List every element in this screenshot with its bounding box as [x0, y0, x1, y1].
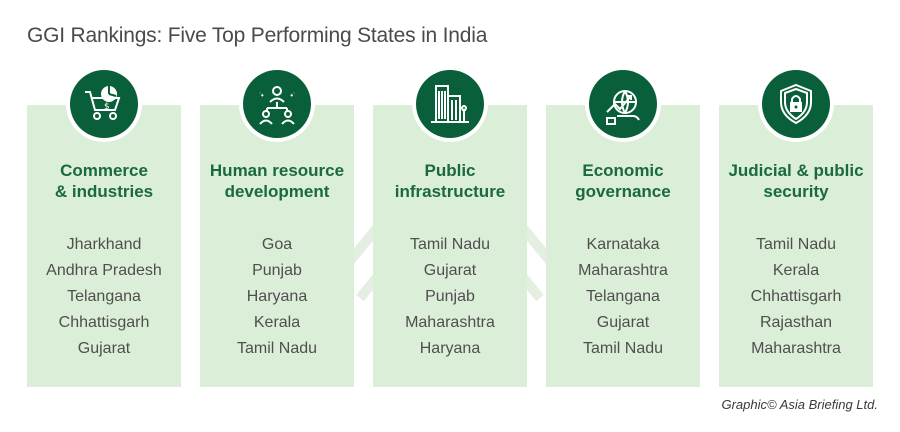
category-title: Commerce & industries — [54, 161, 154, 201]
svg-text:$: $ — [104, 102, 110, 112]
state-list: Tamil Nadu Kerala Chhattisgarh Rajasthan… — [719, 232, 873, 362]
category-title: Public infrastructure — [394, 161, 506, 201]
state-list: Goa Punjab Haryana Kerala Tamil Nadu — [200, 232, 354, 362]
category-title: Economic governance — [575, 161, 671, 201]
list-item: Maharashtra — [578, 262, 668, 279]
list-item: Andhra Pradesh — [46, 262, 162, 279]
list-item: Gujarat — [77, 340, 131, 357]
list-item: Gujarat — [423, 262, 477, 279]
state-list: Jharkhand Andhra Pradesh Telangana Chhat… — [27, 232, 181, 362]
list-item: Punjab — [252, 262, 302, 279]
category-title: Judicial & public security — [728, 161, 864, 201]
list-item: Haryana — [419, 340, 481, 357]
list-item: Haryana — [246, 288, 308, 305]
list-item: Tamil Nadu — [236, 340, 318, 357]
category-card-infrastructure: Public infrastructure Tamil Nadu Gujarat… — [373, 70, 527, 387]
list-item: Tamil Nadu — [755, 236, 837, 253]
category-title: Human resource development — [209, 161, 345, 201]
category-card-economic: Economic governance Karnataka Maharashtr… — [546, 70, 700, 387]
list-item: Tamil Nadu — [582, 340, 664, 357]
list-item: Maharashtra — [405, 314, 495, 331]
list-item: Maharashtra — [751, 340, 841, 357]
list-item: Punjab — [425, 288, 475, 305]
category-card-commerce: $ Commerce & industries Jharkhand Andhra… — [27, 70, 181, 387]
list-item: Goa — [261, 236, 293, 253]
list-item: Jharkhand — [66, 236, 142, 253]
list-item: Kerala — [253, 314, 301, 331]
list-item: Kerala — [772, 262, 820, 279]
shopping-cart-chart-icon: $ — [70, 70, 138, 138]
list-item: Tamil Nadu — [409, 236, 491, 253]
list-item: Chhattisgarh — [58, 314, 150, 331]
category-card-human-resource: Human resource development Goa Punjab Ha… — [200, 70, 354, 387]
people-network-icon — [243, 70, 311, 138]
credit-text: Graphic© Asia Briefing Ltd. — [721, 397, 878, 412]
globe-growth-icon — [589, 70, 657, 138]
list-item: Telangana — [586, 288, 660, 305]
state-list: Karnataka Maharashtra Telangana Gujarat … — [546, 232, 700, 362]
page-title: GGI Rankings: Five Top Performing States… — [27, 24, 488, 47]
list-item: Gujarat — [596, 314, 650, 331]
list-item: Telangana — [67, 288, 141, 305]
category-card-judicial: Judicial & public security Tamil Nadu Ke… — [719, 70, 873, 387]
list-item: Chhattisgarh — [750, 288, 842, 305]
buildings-icon — [416, 70, 484, 138]
list-item: Karnataka — [586, 236, 660, 253]
shield-lock-icon — [762, 70, 830, 138]
state-list: Tamil Nadu Gujarat Punjab Maharashtra Ha… — [373, 232, 527, 362]
list-item: Rajasthan — [759, 314, 833, 331]
